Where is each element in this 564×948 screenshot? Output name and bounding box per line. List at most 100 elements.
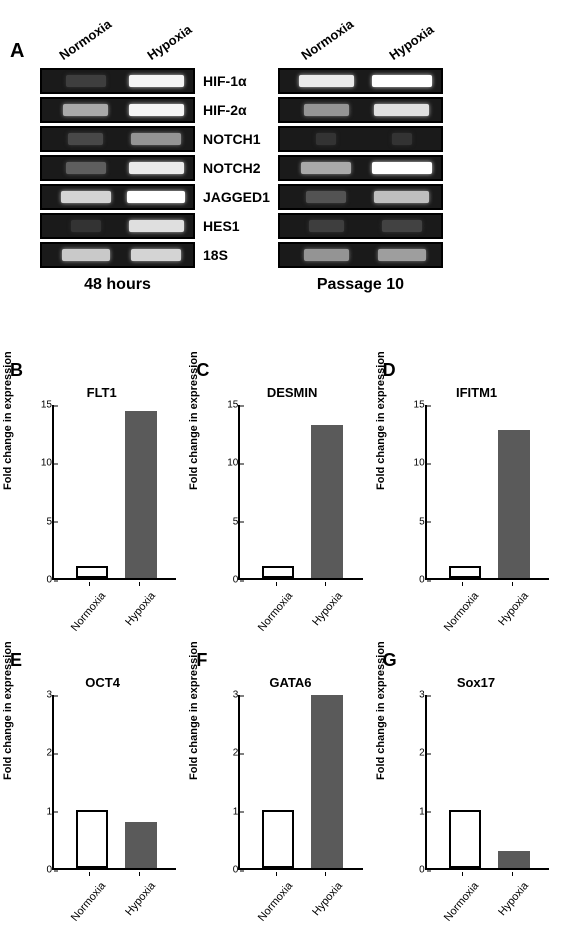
gel-column-left: Normoxia Hypoxia 48 hours xyxy=(40,15,195,294)
gel-image xyxy=(278,213,443,239)
gel-band-hypoxia xyxy=(129,75,184,87)
gel-image xyxy=(40,213,195,239)
bar-hypoxia xyxy=(125,822,157,868)
y-tick: 2 xyxy=(35,748,52,759)
gel-image xyxy=(40,155,195,181)
x-tick-mark xyxy=(512,582,513,586)
x-labels: NormoxiaHypoxia xyxy=(425,582,549,640)
gel-band-hypoxia xyxy=(372,162,432,174)
gel-image xyxy=(40,126,195,152)
gel-row xyxy=(278,126,443,152)
y-axis-label: Fold change in expression xyxy=(188,351,200,490)
x-label: Hypoxia xyxy=(310,590,345,628)
y-tick: 2 xyxy=(221,748,238,759)
panel-a-right-subtitle: Passage 10 xyxy=(317,276,404,294)
gel-row xyxy=(40,97,195,123)
gel-row xyxy=(40,126,195,152)
y-tick: 10 xyxy=(408,458,425,469)
y-tick: 5 xyxy=(408,516,425,527)
gel-band-normoxia xyxy=(301,162,351,174)
gel-image xyxy=(278,68,443,94)
gel-image xyxy=(40,184,195,210)
gel-row xyxy=(40,155,195,181)
chart-panel: DIFITM1Fold change in expression051015No… xyxy=(383,360,554,640)
y-tick-mark xyxy=(54,580,58,581)
y-tick: 2 xyxy=(408,748,425,759)
y-tick: 3 xyxy=(35,690,52,701)
bar-normoxia xyxy=(262,566,294,578)
gel-band-normoxia xyxy=(304,104,349,116)
x-label: Normoxia xyxy=(69,590,108,634)
gel-band-normoxia xyxy=(63,104,108,116)
y-tick: 10 xyxy=(35,458,52,469)
chart-panel: GSox17Fold change in expression0123Normo… xyxy=(383,650,554,930)
panel-a-left-subtitle: 48 hours xyxy=(84,276,151,294)
chart-title: DESMIN xyxy=(267,385,318,400)
gene-label: HIF-1α xyxy=(203,68,270,94)
gel-row xyxy=(278,242,443,268)
panel-a: A Normoxia Hypoxia 48 hours HIF-1αHIF-2α… xyxy=(10,10,554,294)
gel-row xyxy=(278,184,443,210)
gel-image xyxy=(40,68,195,94)
gel-header-right-0: Normoxia xyxy=(299,16,357,63)
gel-row xyxy=(278,68,443,94)
gel-row xyxy=(40,184,195,210)
y-tick: 0 xyxy=(221,865,238,876)
y-tick-mark xyxy=(54,870,58,871)
y-tick: 3 xyxy=(221,690,238,701)
chart-area xyxy=(425,695,549,870)
gene-label: HES1 xyxy=(203,213,270,239)
x-labels: NormoxiaHypoxia xyxy=(238,872,362,930)
gel-row xyxy=(40,213,195,239)
y-tick-mark xyxy=(240,580,244,581)
y-ticks: 051015 xyxy=(221,405,238,580)
y-axis-label: Fold change in expression xyxy=(2,351,14,490)
x-labels: Normoxia Hypoxia xyxy=(238,582,362,640)
x-labels: NormoxiaHypoxia xyxy=(425,872,549,930)
gel-band-normoxia xyxy=(66,75,106,87)
gel-image xyxy=(278,184,443,210)
gel-band-hypoxia xyxy=(374,104,429,116)
y-tick: 1 xyxy=(221,806,238,817)
bar-normoxia xyxy=(76,566,108,578)
y-tick: 15 xyxy=(221,400,238,411)
x-tick-mark xyxy=(89,582,90,586)
x-label: Normoxia xyxy=(255,590,294,634)
gene-label: NOTCH2 xyxy=(203,155,270,181)
y-tick: 0 xyxy=(408,865,425,876)
gel-headers-left: Normoxia Hypoxia xyxy=(53,15,183,63)
chart-panel: EOCT4Fold change in expression0123Normox… xyxy=(10,650,181,930)
bar-hypoxia xyxy=(498,851,530,868)
x-label: Hypoxia xyxy=(123,590,158,628)
y-tick-mark xyxy=(427,870,431,871)
panel-a-label: A xyxy=(10,40,24,63)
x-label: Normoxia xyxy=(442,590,481,634)
gel-rows-left xyxy=(40,68,195,268)
chart-panel: CDESMINFold change in expression051015No… xyxy=(196,360,367,640)
gel-row xyxy=(278,97,443,123)
y-tick: 1 xyxy=(408,806,425,817)
gene-label: NOTCH1 xyxy=(203,126,270,152)
gel-band-hypoxia xyxy=(372,75,432,87)
gel-image xyxy=(278,242,443,268)
x-label: Normoxia xyxy=(442,880,481,924)
gel-row xyxy=(40,68,195,94)
gel-band-hypoxia xyxy=(129,104,184,116)
gel-band-hypoxia xyxy=(374,191,429,203)
y-tick: 1 xyxy=(35,806,52,817)
chart-title: GATA6 xyxy=(269,675,311,690)
chart-title: Sox17 xyxy=(457,675,495,690)
y-ticks: 0123 xyxy=(35,695,52,870)
x-labels: Normoxia Hypoxia xyxy=(52,582,176,640)
gel-band-normoxia xyxy=(62,249,110,261)
gene-labels: HIF-1αHIF-2αNOTCH1NOTCH2JAGGED1HES118S xyxy=(203,68,270,268)
y-tick-mark xyxy=(240,870,244,871)
chart-panel: FGATA6Fold change in expression0123Normo… xyxy=(196,650,367,930)
chart-title: OCT4 xyxy=(85,675,120,690)
gel-image xyxy=(278,155,443,181)
gel-header-right-1: Hypoxia xyxy=(387,16,445,63)
y-ticks: 0123 xyxy=(221,695,238,870)
gel-headers-right: Normoxia Hypoxia xyxy=(295,15,425,63)
gel-band-normoxia xyxy=(304,249,349,261)
bar-hypoxia xyxy=(311,425,343,578)
